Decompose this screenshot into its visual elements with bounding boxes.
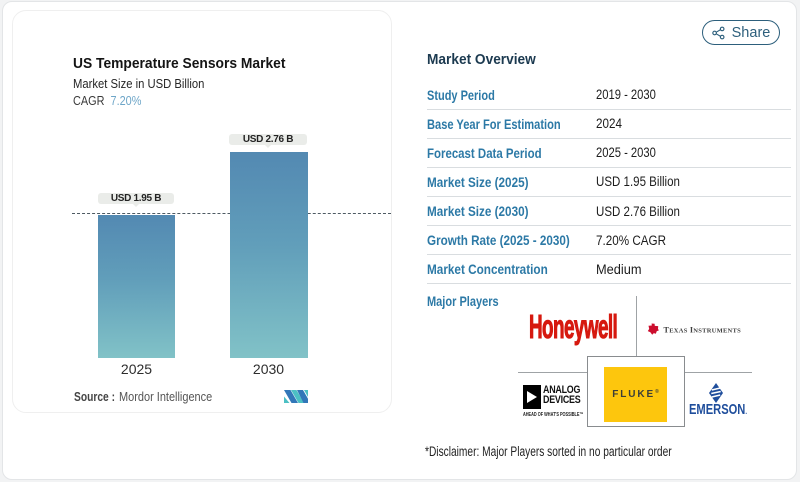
svg-text:TEXAS INSTRUMENTS: TEXAS INSTRUMENTS: [664, 325, 742, 334]
